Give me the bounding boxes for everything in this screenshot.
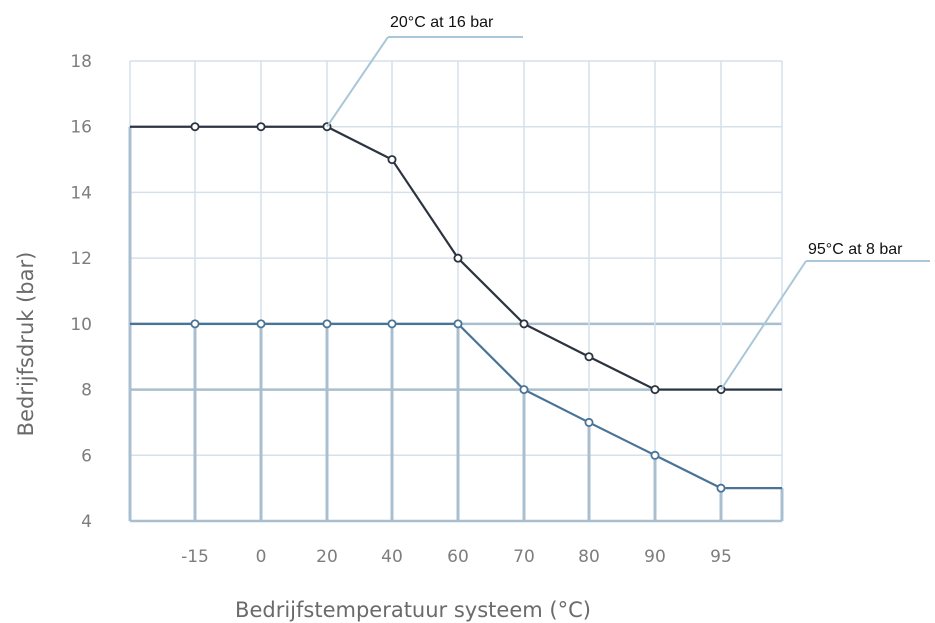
y-tick-label: 14 [70, 183, 92, 203]
data-point [716, 483, 726, 493]
annotation-label: 20°C at 16 bar [390, 14, 494, 31]
series-layer [130, 122, 782, 493]
data-point [256, 319, 266, 329]
y-tick-labels: 4 6 8 10 12 14 16 18 [70, 52, 92, 532]
data-point [453, 253, 463, 263]
series-line-2 [130, 322, 782, 490]
x-tick-label: 0 [256, 547, 267, 567]
data-point [190, 122, 200, 132]
x-tick-label: -15 [181, 547, 209, 567]
chart-grid [128, 60, 784, 523]
callout-leader [720, 260, 807, 391]
x-tick-label: 90 [644, 547, 666, 567]
data-point [519, 319, 529, 329]
y-tick-label: 10 [70, 315, 92, 335]
x-tick-label: 40 [381, 547, 403, 567]
y-tick-label: 16 [70, 118, 92, 138]
x-tick-label: 70 [513, 547, 535, 567]
y-tick-label: 18 [70, 52, 92, 72]
data-point [650, 385, 660, 395]
y-tick-label: 8 [81, 381, 92, 401]
x-axis-title: Bedrijfstemperatuur systeem (°C) [235, 598, 591, 622]
data-point [584, 352, 594, 362]
x-tick-label: 80 [578, 547, 600, 567]
data-point [387, 319, 397, 329]
data-point [650, 450, 660, 460]
y-tick-label: 4 [81, 512, 92, 532]
y-tick-label: 6 [81, 446, 92, 466]
annotation-label: 95°C at 8 bar [808, 241, 903, 258]
x-tick-label: 95 [710, 547, 732, 567]
x-tick-labels: -15 0 20 40 60 70 80 90 95 [181, 547, 732, 567]
data-point [322, 319, 332, 329]
data-point [519, 385, 529, 395]
x-tick-label: 20 [316, 547, 338, 567]
x-tick-label: 60 [447, 547, 469, 567]
data-point [387, 155, 397, 165]
annotations: 20°C at 16 bar 95°C at 8 bar [326, 14, 930, 391]
y-tick-label: 12 [70, 249, 92, 269]
data-point [584, 417, 594, 427]
callout-leader [326, 36, 389, 128]
data-point [453, 319, 463, 329]
y-axis-title: Bedrijfsdruk (bar) [14, 252, 38, 437]
data-point [190, 319, 200, 329]
data-point [256, 122, 266, 132]
